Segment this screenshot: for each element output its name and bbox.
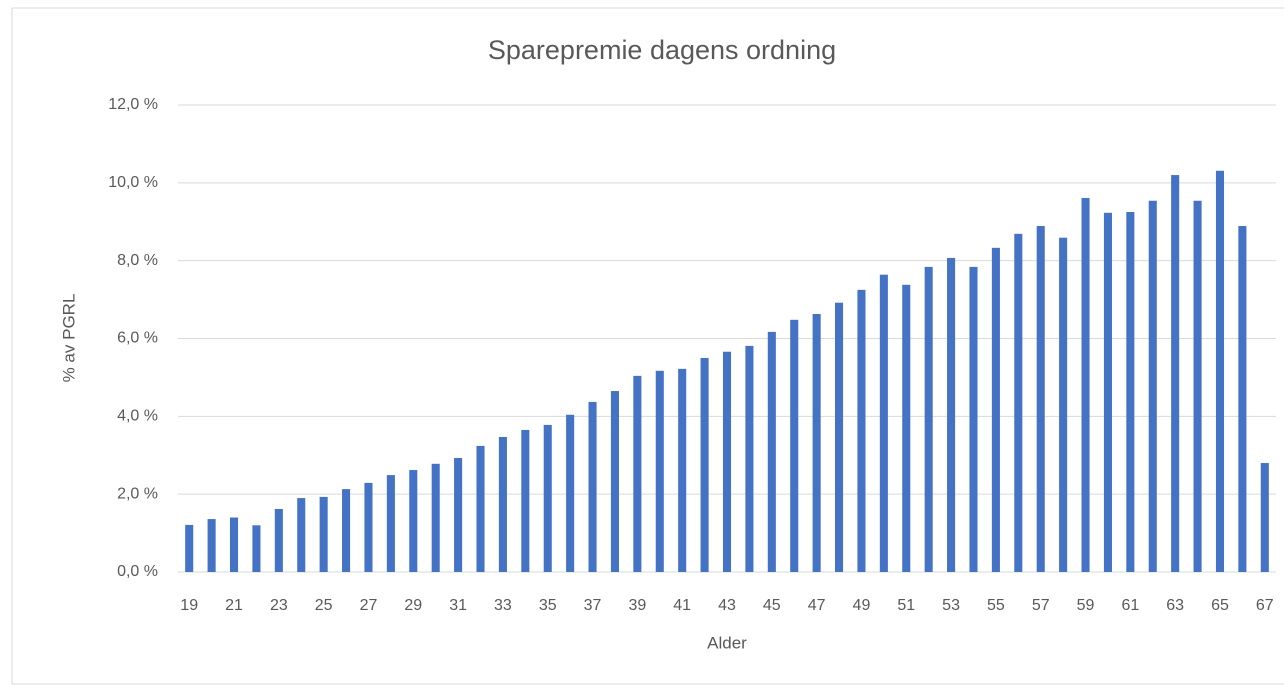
bar [454, 457, 463, 572]
bar [991, 247, 1000, 573]
bar [566, 414, 575, 572]
x-tick-label: 19 [180, 597, 198, 614]
bar [543, 424, 552, 572]
bar [857, 289, 866, 572]
bar [409, 470, 418, 572]
x-tick-label: 39 [628, 597, 646, 614]
bar [1260, 463, 1269, 572]
x-tick-label: 65 [1211, 597, 1229, 614]
bar [1036, 226, 1045, 573]
x-tick-label: 47 [808, 597, 826, 614]
x-tick-label: 29 [404, 597, 422, 614]
bar [767, 331, 776, 572]
x-tick-label: 45 [763, 597, 781, 614]
x-tick-label: 23 [270, 597, 288, 614]
x-axis-title: Alder [707, 633, 747, 652]
x-tick-label: 59 [1077, 597, 1095, 614]
y-tick-label: 0,0 % [117, 563, 158, 580]
bar [588, 401, 597, 572]
bar [924, 266, 933, 572]
bar [1215, 170, 1225, 572]
bar [274, 508, 283, 572]
bar [902, 284, 911, 572]
x-tick-label: 43 [718, 597, 736, 614]
bar [297, 498, 306, 572]
bar [1238, 226, 1247, 573]
x-tick-label: 31 [449, 597, 467, 614]
bar [790, 319, 799, 572]
y-tick-label: 2,0 % [117, 485, 158, 502]
bar [342, 489, 351, 572]
x-tick-label: 25 [315, 597, 333, 614]
y-tick-label: 12,0 % [108, 96, 158, 113]
bar [185, 524, 194, 572]
bar [1148, 200, 1157, 573]
y-axis-title: % av PGRL [59, 294, 78, 383]
bar [812, 313, 821, 572]
bar [1126, 212, 1135, 573]
x-tick-label: 53 [942, 597, 960, 614]
y-tick-label: 4,0 % [117, 408, 158, 425]
bar [1081, 198, 1090, 572]
bar [835, 302, 844, 572]
chart-title: Sparepremie dagens ordning [488, 35, 836, 65]
x-tick-label: 67 [1256, 597, 1274, 614]
bar [207, 519, 216, 572]
bar [655, 370, 664, 572]
bar [879, 274, 888, 572]
bar [947, 257, 956, 572]
x-tick-label: 27 [360, 597, 378, 614]
bar [319, 496, 328, 572]
x-tick-label: 49 [853, 597, 871, 614]
x-tick-label: 41 [673, 597, 691, 614]
bar [1171, 175, 1180, 573]
bar [1103, 212, 1112, 572]
bar [521, 429, 530, 572]
bar [386, 475, 395, 572]
x-tick-label: 57 [1032, 597, 1050, 614]
y-tick-label: 10,0 % [108, 174, 158, 191]
bar [476, 445, 485, 572]
bar [431, 463, 440, 572]
bar [1059, 237, 1068, 573]
y-tick-label: 8,0 % [117, 252, 158, 269]
x-tick-label: 61 [1121, 597, 1139, 614]
bar [229, 517, 239, 572]
bar [722, 351, 732, 572]
chart-frame [11, 7, 1284, 685]
bar [610, 391, 619, 572]
x-tick-label: 37 [584, 597, 602, 614]
bar [678, 368, 687, 572]
bar [700, 357, 709, 572]
bar [633, 375, 642, 572]
bar [498, 436, 507, 572]
bar [745, 345, 754, 572]
bar [969, 266, 978, 572]
x-tick-label: 33 [494, 597, 512, 614]
bar [252, 525, 261, 572]
bar [1014, 233, 1023, 573]
bar [364, 482, 373, 572]
x-tick-label: 55 [987, 597, 1005, 614]
x-tick-label: 63 [1166, 597, 1184, 614]
y-tick-label: 6,0 % [117, 330, 158, 347]
x-tick-label: 21 [225, 597, 243, 614]
x-tick-label: 35 [539, 597, 557, 614]
bar [1193, 200, 1202, 573]
x-tick-label: 51 [897, 597, 915, 614]
